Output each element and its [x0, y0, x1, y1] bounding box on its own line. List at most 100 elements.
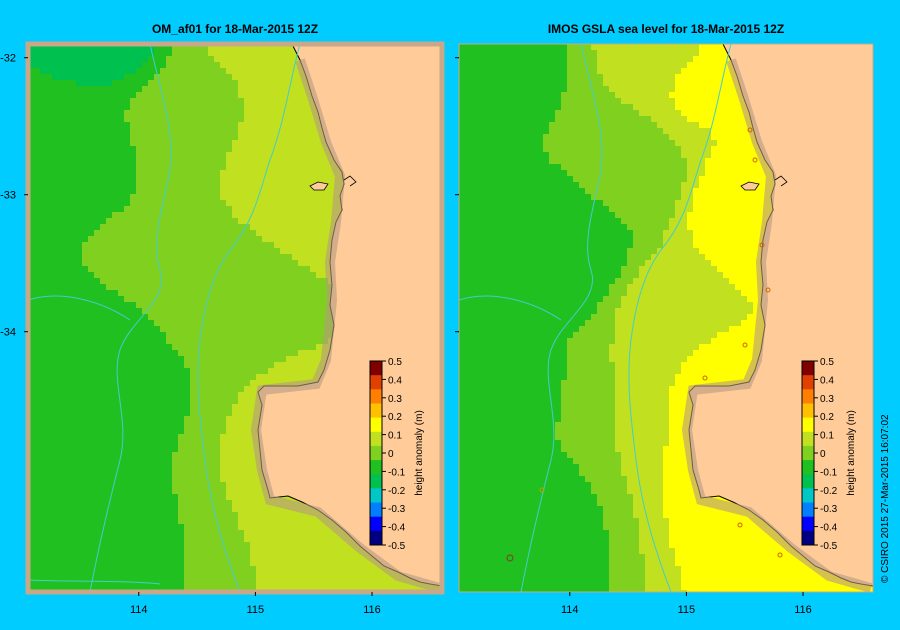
field-cell: [262, 212, 268, 218]
field-cell: [88, 122, 94, 128]
field-cell: [226, 92, 232, 98]
field-cell: [202, 356, 208, 362]
field-cell: [166, 278, 172, 284]
field-cell: [160, 350, 166, 356]
field-cell: [250, 290, 256, 296]
field-cell: [250, 380, 256, 386]
field-cell: [292, 104, 298, 110]
field-cell: [148, 344, 154, 350]
field-cell: [214, 464, 220, 470]
field-cell: [310, 152, 316, 158]
field-cell: [292, 350, 298, 356]
field-cell: [238, 176, 244, 182]
field-cell: [136, 368, 142, 374]
field-cell: [52, 302, 58, 308]
field-cell: [52, 344, 58, 350]
field-cell: [76, 338, 82, 344]
field-cell: [232, 428, 238, 434]
field-cell: [184, 158, 190, 164]
field-cell: [136, 398, 142, 404]
field-cell: [292, 284, 298, 290]
field-cell: [46, 452, 52, 458]
field-cell: [88, 284, 94, 290]
field-cell: [34, 266, 40, 272]
field-cell: [58, 212, 64, 218]
field-cell: [58, 146, 64, 152]
field-cell: [148, 458, 154, 464]
field-cell: [46, 284, 52, 290]
field-cell: [130, 326, 136, 332]
field-cell: [316, 350, 322, 356]
field-cell: [310, 248, 316, 254]
field-cell: [226, 458, 232, 464]
field-cell: [40, 140, 46, 146]
field-cell: [196, 194, 202, 200]
field-cell: [70, 428, 76, 434]
field-cell: [160, 224, 166, 230]
field-cell: [202, 350, 208, 356]
field-cell: [232, 290, 238, 296]
field-cell: [232, 404, 238, 410]
field-cell: [88, 206, 94, 212]
field-cell: [220, 296, 226, 302]
field-cell: [268, 122, 274, 128]
field-cell: [76, 272, 82, 278]
field-cell: [82, 248, 88, 254]
field-cell: [196, 104, 202, 110]
field-cell: [226, 446, 232, 452]
field-cell: [184, 452, 190, 458]
field-cell: [322, 308, 328, 314]
field-cell: [304, 98, 310, 104]
field-cell: [160, 230, 166, 236]
field-cell: [118, 164, 124, 170]
field-cell: [142, 296, 148, 302]
field-cell: [202, 398, 208, 404]
field-cell: [202, 188, 208, 194]
field-cell: [280, 188, 286, 194]
field-cell: [130, 272, 136, 278]
field-cell: [196, 278, 202, 284]
field-cell: [160, 206, 166, 212]
field-cell: [268, 278, 274, 284]
field-cell: [88, 356, 94, 362]
field-cell: [172, 476, 178, 482]
field-cell: [184, 86, 190, 92]
field-cell: [70, 404, 76, 410]
field-cell: [286, 260, 292, 266]
field-cell: [106, 56, 112, 62]
field-cell: [238, 128, 244, 134]
field-cell: [94, 170, 100, 176]
field-cell: [94, 368, 100, 374]
field-cell: [58, 254, 64, 260]
field-cell: [196, 302, 202, 308]
field-cell: [142, 218, 148, 224]
field-cell: [238, 218, 244, 224]
field-cell: [262, 188, 268, 194]
field-cell: [244, 164, 250, 170]
field-cell: [130, 242, 136, 248]
field-cell: [94, 248, 100, 254]
field-cell: [274, 338, 280, 344]
field-cell: [28, 266, 34, 272]
field-cell: [172, 344, 178, 350]
field-cell: [100, 386, 106, 392]
field-cell: [118, 458, 124, 464]
field-cell: [322, 164, 328, 170]
field-cell: [118, 44, 124, 50]
field-cell: [88, 380, 94, 386]
field-cell: [184, 128, 190, 134]
field-cell: [112, 290, 118, 296]
field-cell: [238, 164, 244, 170]
field-cell: [130, 362, 136, 368]
field-cell: [232, 140, 238, 146]
field-cell: [52, 194, 58, 200]
field-cell: [40, 410, 46, 416]
field-cell: [196, 362, 202, 368]
field-cell: [76, 50, 82, 56]
field-cell: [250, 152, 256, 158]
field-cell: [256, 350, 262, 356]
field-cell: [58, 86, 64, 92]
field-cell: [172, 152, 178, 158]
field-cell: [94, 308, 100, 314]
field-cell: [82, 338, 88, 344]
